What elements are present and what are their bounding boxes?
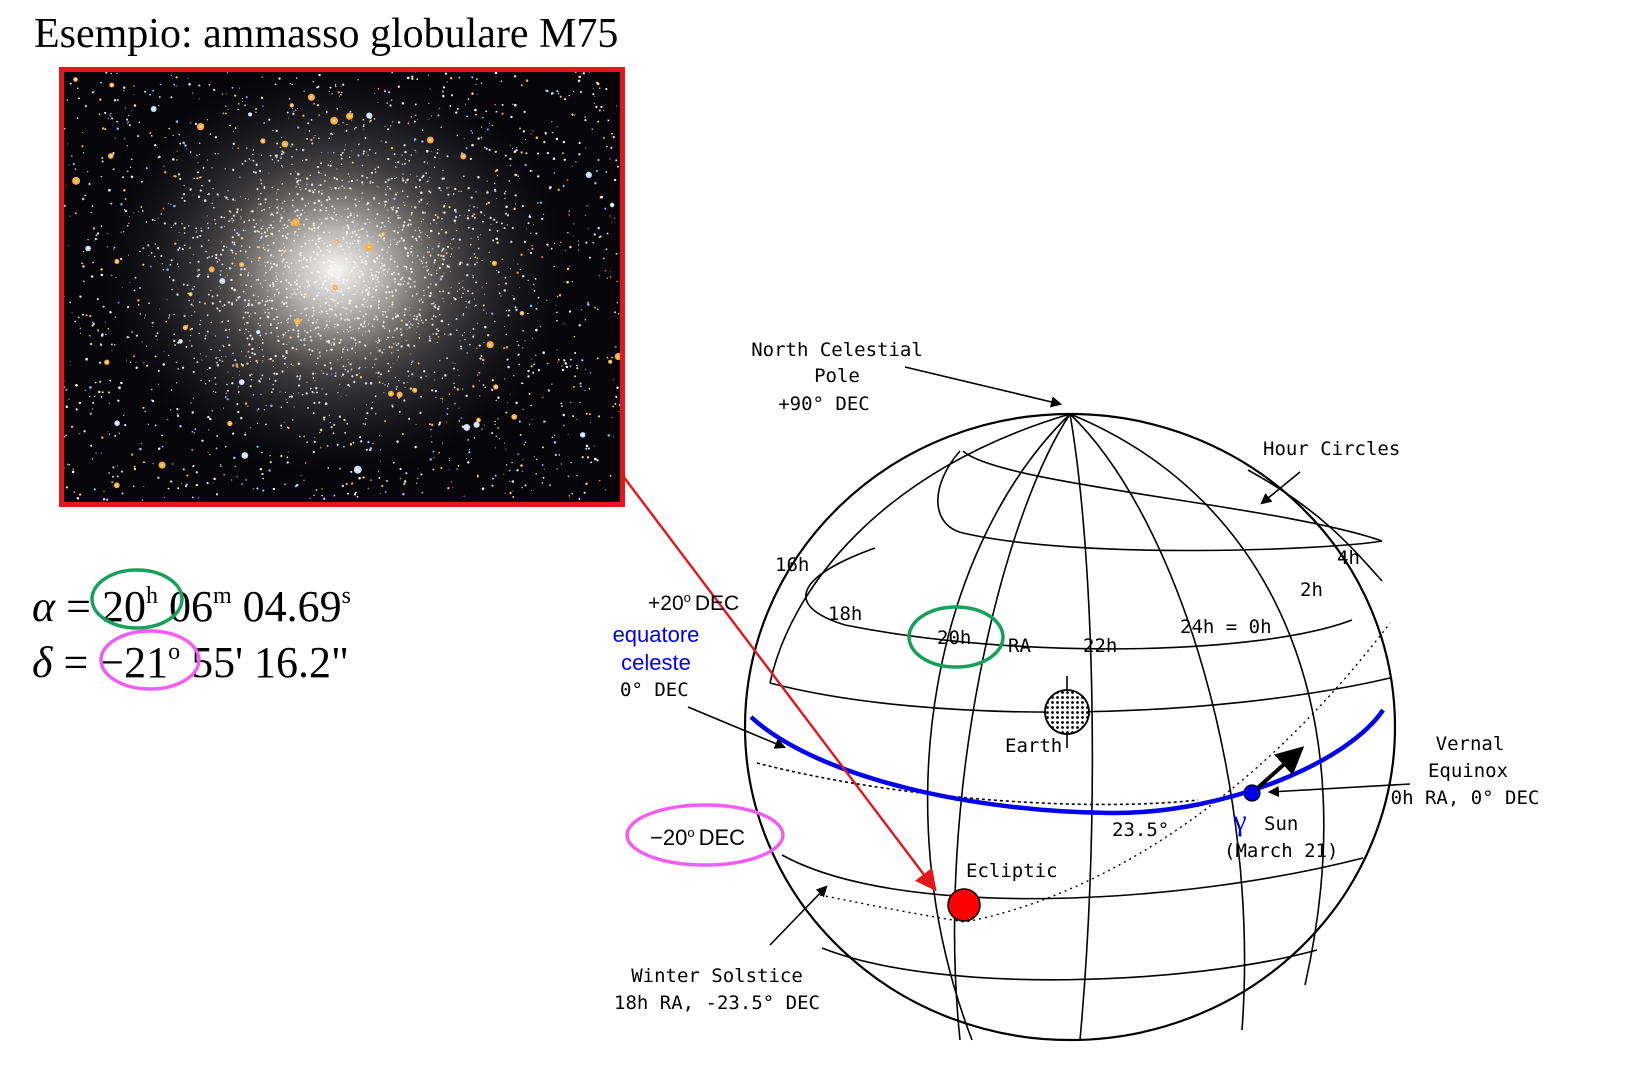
ra-label: RA <box>1008 635 1031 657</box>
meridian-20h <box>953 413 1071 1041</box>
zero-dec-arrow <box>687 706 787 749</box>
dec-degrees-highlight <box>99 629 201 691</box>
dec-circle-top <box>962 450 1383 542</box>
sun-motion-arrow <box>1250 746 1305 795</box>
gamma-symbol: γ <box>1232 804 1246 837</box>
north-pole-label-2: Pole <box>814 365 860 387</box>
m75-cluster-photo <box>59 67 625 507</box>
hour-circle-meridians <box>769 413 1383 1041</box>
equator-back-dotted <box>756 762 1199 806</box>
ra-minutes: 06 <box>168 582 213 631</box>
minus20-dec-value: −20 <box>650 825 687 850</box>
delta-symbol: δ <box>32 638 53 687</box>
plus20-dec-label: +20o DEC <box>648 590 739 615</box>
winter-solstice-label-1: Winter Solstice <box>631 965 803 987</box>
plus20-dec-value: +20 <box>648 592 684 615</box>
celestial-equator-line <box>749 708 1385 816</box>
ra-22h-label: 22h <box>1083 635 1117 657</box>
vernal-equinox-label-1: Vernal <box>1436 733 1505 755</box>
ra-hours-unit: h <box>145 583 158 609</box>
dec-circle-upper-front <box>844 619 1353 650</box>
minus20-dec-sup: o <box>687 825 694 840</box>
equator-label-2: celeste <box>621 650 691 675</box>
ra-4h-label: 4h <box>1337 547 1360 569</box>
ra-2h-label: 2h <box>1300 579 1323 601</box>
ra-minutes-unit: m <box>212 583 232 609</box>
ra-hours-highlight <box>90 568 184 630</box>
dec-rest: 55' 16.2" <box>191 638 349 687</box>
sun-label: Sun <box>1264 813 1298 835</box>
sun-date-label: (March 21) <box>1224 840 1338 862</box>
alpha-symbol: α <box>32 582 56 631</box>
dec-highlight-circle <box>625 803 785 867</box>
slide-title: Esempio: ammasso globulare M75 <box>34 11 619 57</box>
earth-label: Earth <box>1005 735 1062 757</box>
meridian-16h <box>769 413 1071 684</box>
ra-equals: = <box>66 582 91 631</box>
ra-20h-label: 20h <box>937 627 971 649</box>
meridian-18h <box>926 413 1071 1041</box>
ra-seconds: 04.69 <box>242 582 342 631</box>
minus20-dec-unit: DEC <box>699 825 746 850</box>
zero-dec-label: 0° DEC <box>620 679 689 701</box>
ecliptic-path <box>819 622 1391 923</box>
minus20-dec-label: −20o DEC <box>650 825 745 850</box>
hour-circles-arrow <box>1260 471 1301 505</box>
dec-equals: = <box>63 638 89 687</box>
north-pole-label-3: +90° DEC <box>778 393 870 415</box>
ra-24h-label: 24h = 0h <box>1180 616 1272 638</box>
vernal-equinox-label-3: 0h RA, 0° DEC <box>1391 787 1540 809</box>
ecliptic-label: Ecliptic <box>966 860 1058 882</box>
vernal-equinox-arrow <box>1267 783 1411 798</box>
star-field-image <box>64 72 620 502</box>
ra-seconds-unit: s <box>341 583 351 609</box>
dec-circle-lower <box>821 947 1318 981</box>
meridian-0h <box>1069 413 1246 1031</box>
ra-18h-label: 18h <box>828 603 862 625</box>
pointer-arrow <box>622 475 937 892</box>
obliquity-label: 23.5° <box>1112 819 1169 841</box>
dec-circle-upper-left <box>805 547 876 626</box>
meridian-2h <box>1069 413 1325 986</box>
earth-globe <box>1044 689 1090 735</box>
meridian-22h <box>1069 413 1094 1041</box>
equator-label-1: equatore <box>613 622 700 647</box>
ra-highlight-circle <box>907 605 1005 669</box>
label-arrows <box>687 366 1411 946</box>
meridian-4h <box>1247 469 1383 582</box>
vernal-equinox-point <box>1243 784 1261 802</box>
north-pole-arrow <box>904 366 1063 408</box>
plus20-dec-sup: o <box>684 590 691 605</box>
north-pole-label-1: North Celestial <box>751 339 923 361</box>
m75-position-dot <box>947 888 981 922</box>
dec-degrees-unit: o <box>168 639 181 665</box>
winter-solstice-label-2: 18h RA, -23.5° DEC <box>614 992 820 1014</box>
winter-solstice-arrow <box>769 885 828 946</box>
right-ascension-line: α = 20h 06m 04.69s <box>32 584 351 629</box>
plus20-dec-unit: DEC <box>695 592 739 615</box>
dec-circle-top-front <box>937 450 1383 552</box>
vernal-equinox-label-2: Equinox <box>1428 760 1508 782</box>
hour-circles-label: Hour Circles <box>1263 438 1400 460</box>
ra-16h-label: 16h <box>775 554 809 576</box>
